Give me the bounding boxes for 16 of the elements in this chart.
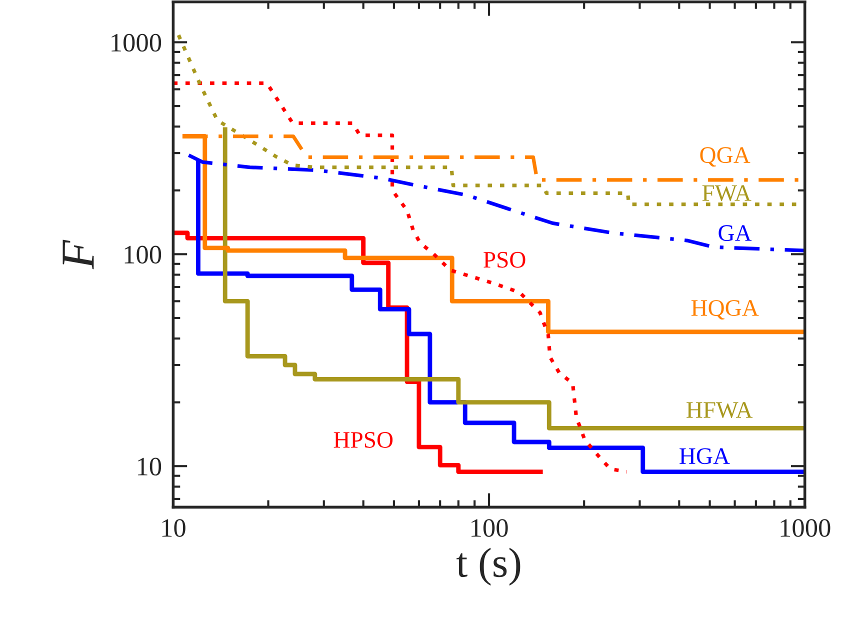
x-tick-label: 10	[162, 519, 186, 537]
series-label: HQGA	[691, 300, 759, 320]
x-tick-label: 1000	[780, 519, 830, 537]
y-axis-title: F	[62, 240, 94, 270]
series-label: FWA	[702, 185, 752, 202]
series-label: QGA	[700, 147, 750, 167]
series-label: HPSO	[334, 432, 393, 448]
y-tick-label: 100	[124, 246, 162, 264]
series-label: HFWA	[686, 402, 753, 418]
y-tick-label: 10	[138, 458, 162, 476]
series-label: HGA	[680, 448, 730, 464]
x-axis-title: t (s)	[456, 548, 520, 586]
x-tick-label: 100	[472, 519, 508, 537]
series-label: GA	[718, 225, 752, 242]
y-tick-label: 1000	[112, 34, 162, 52]
series-label: PSO	[484, 252, 526, 268]
